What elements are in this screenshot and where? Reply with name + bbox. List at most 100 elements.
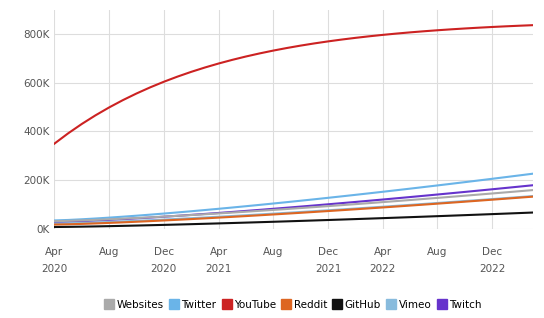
- YouTube: [51, 142, 58, 146]
- Reddit: [106, 221, 113, 225]
- Reddit: [325, 209, 331, 213]
- YouTube: [270, 49, 276, 52]
- YouTube: [338, 38, 345, 41]
- Text: 2020: 2020: [41, 264, 67, 274]
- Twitter: [120, 215, 126, 218]
- GitHub: [147, 223, 153, 227]
- Websites: [174, 214, 181, 218]
- Twitch: [243, 209, 249, 213]
- YouTube: [147, 86, 153, 89]
- GitHub: [311, 218, 318, 222]
- YouTube: [503, 24, 509, 28]
- Twitter: [92, 217, 98, 220]
- Twitch: [51, 220, 58, 224]
- Reddit: [243, 214, 249, 218]
- GitHub: [379, 216, 386, 220]
- GitHub: [256, 220, 263, 224]
- Vimeo: [283, 211, 290, 215]
- YouTube: [229, 58, 236, 62]
- Line: Vimeo: Vimeo: [54, 196, 533, 224]
- Twitter: [174, 211, 181, 214]
- Vimeo: [92, 221, 98, 225]
- Reddit: [92, 222, 98, 225]
- Twitch: [298, 205, 304, 209]
- Vimeo: [174, 217, 181, 221]
- Reddit: [407, 204, 413, 207]
- Vimeo: [188, 216, 194, 220]
- Reddit: [448, 201, 454, 204]
- Twitch: [475, 189, 481, 192]
- Websites: [475, 193, 481, 197]
- Twitter: [407, 187, 413, 190]
- Vimeo: [106, 220, 113, 224]
- YouTube: [530, 23, 536, 27]
- Reddit: [379, 205, 386, 209]
- Reddit: [65, 222, 71, 226]
- Websites: [120, 217, 126, 221]
- GitHub: [503, 212, 509, 216]
- YouTube: [65, 131, 71, 135]
- Reddit: [298, 211, 304, 215]
- Twitter: [188, 209, 194, 213]
- GitHub: [202, 222, 208, 226]
- Websites: [283, 207, 290, 211]
- GitHub: [174, 223, 181, 226]
- YouTube: [298, 44, 304, 47]
- Twitter: [133, 214, 140, 218]
- Twitter: [51, 218, 58, 222]
- Websites: [338, 203, 345, 207]
- Line: YouTube: YouTube: [54, 25, 533, 144]
- Twitch: [174, 214, 181, 218]
- Websites: [229, 211, 236, 214]
- Twitter: [106, 216, 113, 219]
- GitHub: [448, 214, 454, 218]
- Reddit: [202, 217, 208, 220]
- GitHub: [338, 218, 345, 221]
- Twitch: [215, 211, 222, 215]
- Twitch: [530, 183, 536, 187]
- YouTube: [434, 28, 441, 32]
- Twitter: [256, 203, 263, 207]
- Legend: Websites, Twitter, YouTube, Reddit, GitHub, Vimeo, Twitch: Websites, Twitter, YouTube, Reddit, GitH…: [102, 296, 486, 314]
- Line: Twitch: Twitch: [54, 185, 533, 222]
- Reddit: [160, 218, 167, 222]
- Websites: [503, 190, 509, 194]
- Websites: [256, 209, 263, 213]
- YouTube: [106, 106, 113, 109]
- Twitter: [379, 190, 386, 194]
- Vimeo: [325, 208, 331, 212]
- GitHub: [160, 223, 167, 227]
- YouTube: [421, 29, 427, 33]
- Reddit: [120, 220, 126, 224]
- Vimeo: [147, 218, 153, 222]
- Reddit: [51, 223, 58, 226]
- GitHub: [270, 220, 276, 224]
- GitHub: [352, 217, 358, 221]
- Vimeo: [215, 215, 222, 219]
- Text: 2021: 2021: [205, 264, 232, 274]
- GitHub: [215, 222, 222, 225]
- GitHub: [243, 221, 249, 225]
- Twitch: [516, 185, 523, 189]
- Text: Dec: Dec: [482, 246, 502, 257]
- Twitter: [516, 174, 523, 177]
- YouTube: [202, 66, 208, 69]
- Reddit: [338, 208, 345, 212]
- Vimeo: [338, 208, 345, 211]
- Twitter: [243, 204, 249, 208]
- Reddit: [311, 210, 318, 214]
- Reddit: [188, 217, 194, 221]
- Websites: [51, 219, 58, 223]
- Vimeo: [448, 200, 454, 204]
- GitHub: [407, 215, 413, 219]
- Vimeo: [78, 221, 85, 225]
- YouTube: [461, 27, 468, 31]
- Reddit: [475, 199, 481, 203]
- Twitch: [434, 193, 441, 197]
- Text: Apr: Apr: [45, 246, 64, 257]
- Vimeo: [407, 203, 413, 207]
- Vimeo: [489, 197, 496, 201]
- Twitch: [229, 210, 236, 214]
- YouTube: [352, 36, 358, 40]
- Websites: [489, 191, 496, 195]
